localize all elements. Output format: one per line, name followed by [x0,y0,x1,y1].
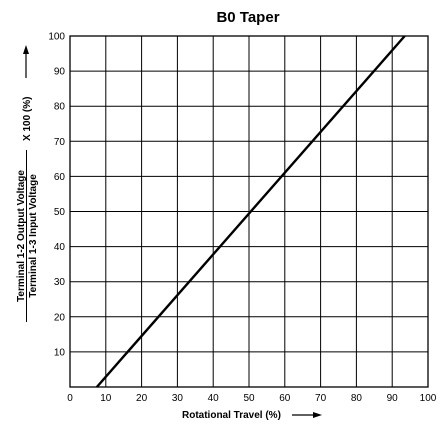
x-tick-label: 90 [387,393,399,404]
x-tick-label: 10 [100,393,112,404]
x-tick-label: 0 [67,393,73,404]
y-tick-label: 30 [54,277,66,288]
y-axis-title: Terminal 1-2 Output Voltage Terminal 1-3… [16,45,39,322]
y-tick-label: 100 [48,32,65,43]
y-tick-label: 40 [54,242,66,253]
chart-title: B0 Taper [216,9,279,26]
x-tick-label: 30 [172,393,184,404]
x-tick-label: 70 [315,393,327,404]
y-tick-label: 70 [54,137,66,148]
y-axis-arrowhead [23,45,29,54]
y-tick-label: 90 [54,67,66,78]
x-tick-label: 20 [136,393,148,404]
x-tick-label: 100 [420,393,437,404]
y-tick-label: 80 [54,102,66,113]
y-tick-label: 10 [54,347,66,358]
y-tick-label: 50 [54,207,66,218]
x-tick-labels: 0 10 20 30 40 50 60 70 80 90 100 [67,393,437,404]
y-axis-label-multiplier: X 100 (%) [22,97,33,141]
y-tick-label: 20 [54,312,66,323]
y-axis-label-denominator: Terminal 1-3 Input Voltage [28,174,39,298]
x-tick-label: 40 [208,393,220,404]
series-group [95,35,406,388]
y-tick-labels: 10 20 30 40 50 60 70 80 90 100 [48,32,65,359]
taper-curve [95,35,406,388]
x-tick-label: 80 [351,393,363,404]
grid [69,35,429,388]
x-tick-label: 50 [243,393,255,404]
x-axis-title: Rotational Travel (%) [182,410,322,421]
y-axis-label-numerator: Terminal 1-2 Output Voltage [16,170,27,302]
x-axis-label: Rotational Travel (%) [182,410,281,421]
x-axis-arrowhead [313,412,322,418]
x-tick-label: 60 [279,393,291,404]
y-tick-label: 60 [54,172,66,183]
